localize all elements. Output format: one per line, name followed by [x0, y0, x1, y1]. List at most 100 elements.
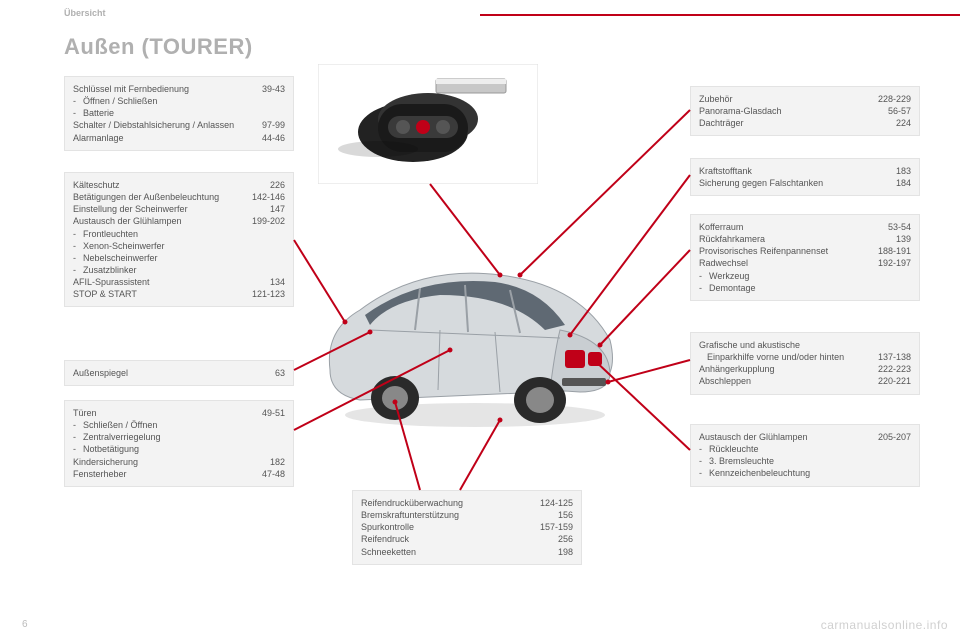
row-pages: 157-159 [540, 521, 573, 533]
row-pages: 147 [270, 203, 285, 215]
row-label: Abschleppen [699, 375, 878, 387]
list-bullet: 3. Bremsleuchte [699, 455, 911, 467]
row-pages: 47-48 [262, 468, 285, 480]
list-row: Fensterheber47-48 [73, 468, 285, 480]
list-row: Sicherung gegen Falschtanken184 [699, 177, 911, 189]
list-row: Bremskraftunterstützung156 [361, 509, 573, 521]
row-label: Kraftstofftank [699, 165, 896, 177]
row-label: Austausch der Glühlampen [73, 215, 252, 227]
row-pages: 139 [896, 233, 911, 245]
list-row: Schneeketten198 [361, 546, 573, 558]
list-row: Außenspiegel63 [73, 367, 285, 379]
key-fob-image [318, 64, 538, 184]
watermark: carmanualsonline.info [821, 618, 948, 632]
list-bullet: Werkzeug [699, 270, 911, 282]
row-label: Dachträger [699, 117, 896, 129]
page-title: Außen (TOURER) [64, 34, 253, 60]
header-red-line [480, 14, 960, 16]
row-pages: 39-43 [262, 83, 285, 95]
row-label: Reifendrucküberwachung [361, 497, 540, 509]
row-label: Sicherung gegen Falschtanken [699, 177, 896, 189]
list-row: Kraftstofftank183 [699, 165, 911, 177]
list-row: AFIL-Spurassistent134 [73, 276, 285, 288]
list-row: Panorama-Glasdach56-57 [699, 105, 911, 117]
row-label: STOP & START [73, 288, 252, 300]
row-pages: 44-46 [262, 132, 285, 144]
list-row: Einstellung der Scheinwerfer147 [73, 203, 285, 215]
list-row: Rückfahrkamera139 [699, 233, 911, 245]
row-label: Bremskraftunterstützung [361, 509, 558, 521]
list-row: Radwechsel192-197 [699, 257, 911, 269]
list-row: Reifendruck256 [361, 533, 573, 545]
row-pages: 183 [896, 165, 911, 177]
row-label: Schneeketten [361, 546, 558, 558]
list-bullet: Rückleuchte [699, 443, 911, 455]
row-pages: 137-138 [878, 351, 911, 363]
list-row: Provisorisches Reifenpannenset188-191 [699, 245, 911, 257]
list-bullet: Frontleuchten [73, 228, 285, 240]
page-number: 6 [22, 619, 28, 630]
list-row: Austausch der Glühlampen205-207 [699, 431, 911, 443]
right-box-bulbs: Austausch der Glühlampen205-207Rückleuch… [690, 424, 920, 487]
list-row: Dachträger224 [699, 117, 911, 129]
row-label: Fensterheber [73, 468, 262, 480]
list-row: Spurkontrolle157-159 [361, 521, 573, 533]
list-row: Kofferraum53-54 [699, 221, 911, 233]
row-pages: 205-207 [878, 431, 911, 443]
list-bullet: Schließen / Öffnen [73, 419, 285, 431]
list-bullet: Nebelscheinwerfer [73, 252, 285, 264]
list-row: Zubehör228-229 [699, 93, 911, 105]
row-pages: 156 [558, 509, 573, 521]
right-box-accessories: Zubehör228-229Panorama-Glasdach56-57Dach… [690, 86, 920, 136]
list-row: Alarmanlage44-46 [73, 132, 285, 144]
row-pages: 188-191 [878, 245, 911, 257]
center-box-tyres: Reifendrucküberwachung124-125Bremskraftu… [352, 490, 582, 565]
list-bullet: Batterie [73, 107, 285, 119]
list-row: Kälteschutz226 [73, 179, 285, 191]
row-label: Türen [73, 407, 262, 419]
row-label: Einparkhilfe vorne und/oder hinten [699, 351, 878, 363]
row-label: Rückfahrkamera [699, 233, 896, 245]
row-label: Radwechsel [699, 257, 878, 269]
header-bar: Übersicht [0, 8, 960, 22]
row-pages: 124-125 [540, 497, 573, 509]
row-label: Schlüssel mit Fernbedienung [73, 83, 262, 95]
row-pages: 97-99 [262, 119, 285, 131]
row-pages: 220-221 [878, 375, 911, 387]
row-pages: 256 [558, 533, 573, 545]
right-box-fuel: Kraftstofftank183Sicherung gegen Falscht… [690, 158, 920, 196]
row-pages: 184 [896, 177, 911, 189]
list-row: Schlüssel mit Fernbedienung39-43 [73, 83, 285, 95]
row-label: AFIL-Spurassistent [73, 276, 270, 288]
row-pages: 224 [896, 117, 911, 129]
row-label: Anhängerkupplung [699, 363, 878, 375]
row-pages: 226 [270, 179, 285, 191]
list-row: Betätigungen der Außenbeleuchtung142-146 [73, 191, 285, 203]
row-pages: 53-54 [888, 221, 911, 233]
row-pages: 198 [558, 546, 573, 558]
row-label: Provisorisches Reifenpannenset [699, 245, 878, 257]
row-label: Reifendruck [361, 533, 558, 545]
list-row: Schalter / Diebstahlsicherung / Anlassen… [73, 119, 285, 131]
row-pages: 228-229 [878, 93, 911, 105]
list-row: Reifendrucküberwachung124-125 [361, 497, 573, 509]
row-label: Spurkontrolle [361, 521, 540, 533]
list-row: Einparkhilfe vorne und/oder hinten137-13… [699, 351, 911, 363]
row-pages: 142-146 [252, 191, 285, 203]
row-label: Schalter / Diebstahlsicherung / Anlassen [73, 119, 262, 131]
list-row: Grafische und akustische [699, 339, 911, 351]
row-pages: 199-202 [252, 215, 285, 227]
row-pages: 56-57 [888, 105, 911, 117]
list-bullet: Notbetätigung [73, 443, 285, 455]
right-box-park: Grafische und akustischeEinparkhilfe vor… [690, 332, 920, 395]
row-label: Zubehör [699, 93, 878, 105]
list-bullet: Demontage [699, 282, 911, 294]
row-pages: 182 [270, 456, 285, 468]
list-bullet: Zentralverriegelung [73, 431, 285, 443]
row-label: Betätigungen der Außenbeleuchtung [73, 191, 252, 203]
list-bullet: Xenon-Scheinwerfer [73, 240, 285, 252]
row-label: Kälteschutz [73, 179, 270, 191]
left-box-lighting: Kälteschutz226Betätigungen der Außenbele… [64, 172, 294, 307]
row-pages: 192-197 [878, 257, 911, 269]
left-box-doors: Türen49-51Schließen / ÖffnenZentralverri… [64, 400, 294, 487]
